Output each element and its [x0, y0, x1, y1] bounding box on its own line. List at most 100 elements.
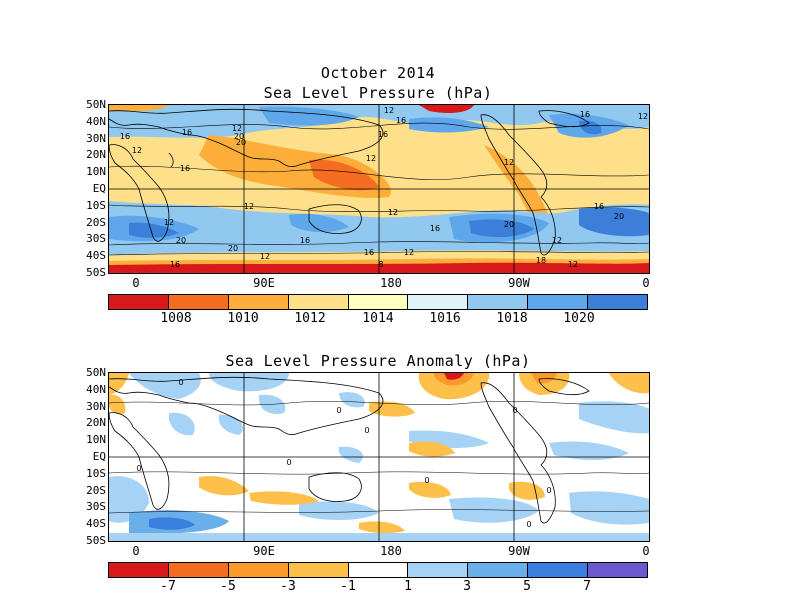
anom-coastlines — [109, 376, 590, 524]
slp-lon-label: 0 — [642, 276, 650, 290]
anom-lat-label: 50S — [86, 534, 106, 547]
slp-contour-label: 18 — [536, 256, 546, 265]
slp-contour-label: 16 — [580, 110, 590, 119]
anom-lon-label: 90E — [253, 544, 275, 558]
anom-lat-label: 10N — [86, 433, 106, 446]
slp-contour-label: 12 — [132, 146, 142, 155]
slp-lat-label: 40S — [86, 249, 106, 262]
anom-lat-label: 10S — [86, 467, 106, 480]
anom-lon-label: 180 — [380, 544, 402, 558]
slp-contour-label: 20 — [228, 244, 238, 253]
anom-colorbar-segment — [528, 563, 589, 577]
anom-colorbar-label: 3 — [463, 579, 471, 594]
anom-colorbar-segment — [408, 563, 469, 577]
anom-lat-label: 30S — [86, 500, 106, 513]
anom-negative-patches — [109, 373, 649, 534]
anom-lat-label: 40S — [86, 517, 106, 530]
slp-contour-label: 12 — [260, 252, 270, 261]
slp-colorbar-segment — [528, 295, 589, 309]
anom-colorbar-label: 5 — [523, 579, 531, 594]
anom-contour-label: 0 — [546, 486, 551, 495]
anom-lat-label: 20N — [86, 416, 106, 429]
slp-lat-label: 50S — [86, 266, 106, 279]
anom-contour-label: 0 — [178, 378, 183, 387]
slp-lon-label: 90E — [253, 276, 275, 290]
slp-contour-label: 20 — [234, 132, 244, 141]
anom-colorbar-label: -1 — [340, 579, 356, 594]
slp-low-maritime — [309, 159, 379, 191]
slp-contour-label: 12 — [552, 236, 562, 245]
anom-colorbar-label: 7 — [583, 579, 591, 594]
slp-colorbar-label: 1014 — [362, 311, 394, 326]
anom-colorbar-label: -5 — [220, 579, 236, 594]
anom-colorbar-segment — [348, 563, 409, 577]
slp-map-graphic: 12 20 16 12 16 16 12 12 16 12 16 12 20 1… — [109, 105, 649, 273]
slp-lat-label: 20S — [86, 216, 106, 229]
anom-lon-label: 0 — [132, 544, 140, 558]
anom-colorbar-segment — [228, 563, 289, 577]
slp-contour-label: 12 — [384, 106, 394, 115]
slp-contour-label: 16 — [182, 128, 192, 137]
slp-lat-label: EQ — [92, 182, 106, 195]
slp-contour-label: 12 — [366, 154, 376, 163]
slp-contour-label: 12 — [232, 124, 242, 133]
anom-lat-label: 50N — [86, 366, 106, 379]
slp-high-siberia — [259, 106, 359, 126]
slp-colorbar-segment — [288, 295, 349, 309]
slp-lon-label: 0 — [132, 276, 140, 290]
anom-lon-label: 0 — [642, 544, 650, 558]
anom-contour-label: 0 — [512, 406, 517, 415]
slp-contour-label: 20 — [614, 212, 624, 221]
anom-contour-label: 0 — [136, 464, 141, 473]
anom-colorbar-label: -7 — [160, 579, 176, 594]
slp-colorbar-label: 1010 — [227, 311, 259, 326]
slp-lat-label: 50N — [86, 98, 106, 111]
anom-contour-labels: 0 0 0 0 0 0 0 0 0 — [136, 378, 551, 529]
slp-lat-label: 10S — [86, 199, 106, 212]
slp-colorbar-segment — [588, 295, 648, 309]
slp-low-icelandic — [109, 105, 169, 112]
anom-contour-label: 0 — [364, 426, 369, 435]
slp-contour-label: 16 — [594, 202, 604, 211]
anom-colorbar-label: -3 — [280, 579, 296, 594]
slp-contour-label: 8 — [378, 260, 383, 269]
anom-colorbar-segment — [468, 563, 529, 577]
slp-panel-title: Sea Level Pressure (hPa) — [263, 84, 493, 102]
anom-lon-label: 90W — [508, 544, 530, 558]
slp-contour-label: 12 — [388, 208, 398, 217]
slp-colorbar-segment — [168, 295, 229, 309]
slp-contour-label: 12 — [568, 260, 578, 269]
slp-high-atlantic-core — [579, 120, 602, 135]
slp-lat-label: 40N — [86, 115, 106, 128]
slp-contour-label: 16 — [396, 116, 406, 125]
slp-contour-label: 12 — [404, 248, 414, 257]
slp-colorbar-label: 1020 — [563, 311, 595, 326]
slp-high-indian-core — [129, 222, 179, 238]
anomaly-colorbar — [108, 562, 648, 578]
slp-lat-label: 30S — [86, 232, 106, 245]
slp-contour-label: 20 — [176, 236, 186, 245]
slp-contour-label: 16 — [378, 130, 388, 139]
slp-colorbar-segment — [408, 295, 469, 309]
slp-contour-label: 20 — [504, 220, 514, 229]
slp-contour-label: 12 — [164, 218, 174, 227]
anom-colorbar-segment — [288, 563, 349, 577]
slp-contour-label: 16 — [430, 224, 440, 233]
slp-lat-label: 30N — [86, 132, 106, 145]
anomaly-panel-title: Sea Level Pressure Anomaly (hPa) — [225, 352, 531, 370]
anom-contour-label: 0 — [424, 476, 429, 485]
slp-contour-label: 16 — [300, 236, 310, 245]
anom-lat-label: 40N — [86, 383, 106, 396]
anomaly-map: 0 0 0 0 0 0 0 0 0 — [108, 372, 650, 542]
slp-high-spacific-core — [469, 219, 534, 238]
slp-high-satlantic — [579, 207, 649, 237]
anomaly-map-graphic: 0 0 0 0 0 0 0 0 0 — [109, 373, 649, 541]
slp-high-npacific — [409, 117, 489, 133]
slp-contour-label: 16 — [170, 260, 180, 269]
slp-low-aleutian — [419, 105, 474, 113]
slp-contour-label: 12 — [244, 202, 254, 211]
slp-lon-label: 180 — [380, 276, 402, 290]
slp-lat-label: 20N — [86, 148, 106, 161]
slp-high-australia — [289, 213, 349, 233]
slp-contour-label: 16 — [180, 164, 190, 173]
